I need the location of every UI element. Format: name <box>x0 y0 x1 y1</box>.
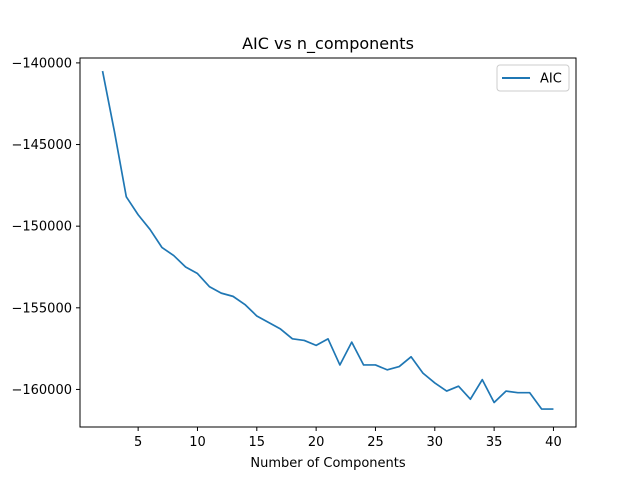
legend: AIC <box>496 64 570 92</box>
y-axis-ticks: −140000 −145000 −150000 −155000 −160000 <box>11 56 80 398</box>
x-tick-label: 25 <box>367 435 384 450</box>
y-tick-label: −140000 <box>11 56 72 71</box>
x-tick-label: 10 <box>189 435 206 450</box>
legend-box <box>496 64 570 92</box>
y-tick-label: −155000 <box>11 301 72 316</box>
x-tick-label: 15 <box>249 435 266 450</box>
axes-frame <box>79 57 577 428</box>
x-tick-label: 30 <box>427 435 444 450</box>
x-tick-label: 20 <box>308 435 325 450</box>
y-tick-label: −150000 <box>11 220 72 235</box>
legend-label-aic: AIC <box>540 72 562 87</box>
x-axis-label: Number of Components <box>250 456 405 471</box>
x-tick-label: 35 <box>486 435 503 450</box>
x-tick-label: 5 <box>134 435 142 450</box>
series-line-aic <box>101 70 554 410</box>
y-tick-label: −145000 <box>11 138 72 153</box>
y-tick-label: −160000 <box>11 383 72 398</box>
x-tick-label: 40 <box>545 435 562 450</box>
chart-title: AIC vs n_components <box>242 34 414 54</box>
plot-content <box>101 70 554 410</box>
x-axis-ticks: 5 10 15 20 25 30 35 40 <box>134 427 562 450</box>
